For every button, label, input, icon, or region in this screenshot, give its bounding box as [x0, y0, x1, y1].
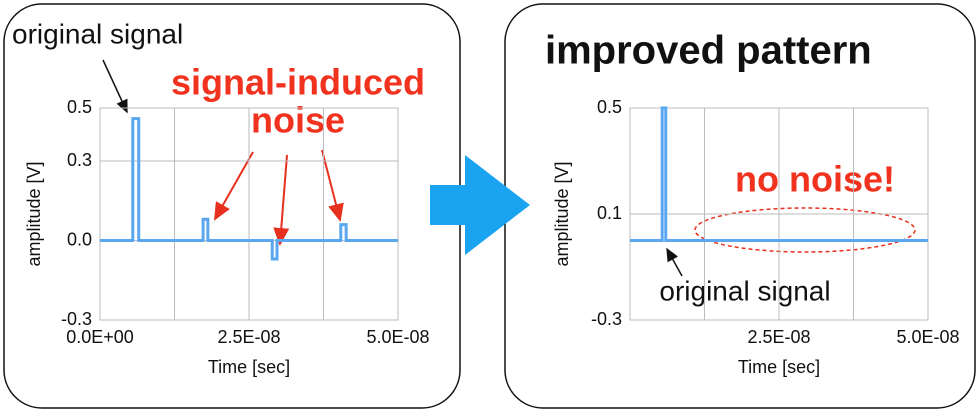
- x-tick-label: 5.0E-08: [896, 327, 959, 347]
- annotation: noise: [251, 100, 345, 141]
- panel-title: improved pattern: [545, 29, 872, 73]
- annotation: signal-induced: [171, 62, 425, 103]
- highlight-ellipse: [694, 207, 916, 253]
- annotation-arrow: [102, 59, 128, 114]
- signal-line: [630, 106, 928, 242]
- y-tick-label: -0.3: [591, 309, 622, 329]
- y-tick-label: 0.5: [67, 97, 92, 117]
- transition-arrow: [430, 155, 530, 255]
- y-tick-label: 0.5: [597, 97, 622, 117]
- x-tick-label: 5.0E-08: [366, 327, 429, 347]
- annotation-arrow: [214, 151, 254, 221]
- annotation: original signal: [12, 18, 183, 49]
- annotation-arrow: [666, 247, 683, 277]
- signal-line: [100, 117, 398, 261]
- y-axis-label: amplitude [V]: [552, 161, 572, 266]
- x-axis-label: Time [sec]: [208, 357, 290, 377]
- x-tick-label: 2.5E-08: [217, 327, 280, 347]
- x-tick-label: 0.0E+00: [66, 327, 134, 347]
- y-tick-label: 0.3: [67, 150, 92, 170]
- y-tick-label: 0.1: [597, 203, 622, 223]
- x-tick-label: 2.5E-08: [747, 327, 810, 347]
- annotation: no noise!: [735, 159, 895, 200]
- annotation-arrow: [321, 149, 344, 222]
- annotation-arrow: [273, 154, 290, 246]
- y-axis-label: amplitude [V]: [24, 161, 44, 266]
- y-tick-label: 0.0: [67, 229, 92, 249]
- x-axis-label: Time [sec]: [738, 357, 820, 377]
- y-tick-label: -0.3: [61, 309, 92, 329]
- annotation: original signal: [659, 275, 830, 306]
